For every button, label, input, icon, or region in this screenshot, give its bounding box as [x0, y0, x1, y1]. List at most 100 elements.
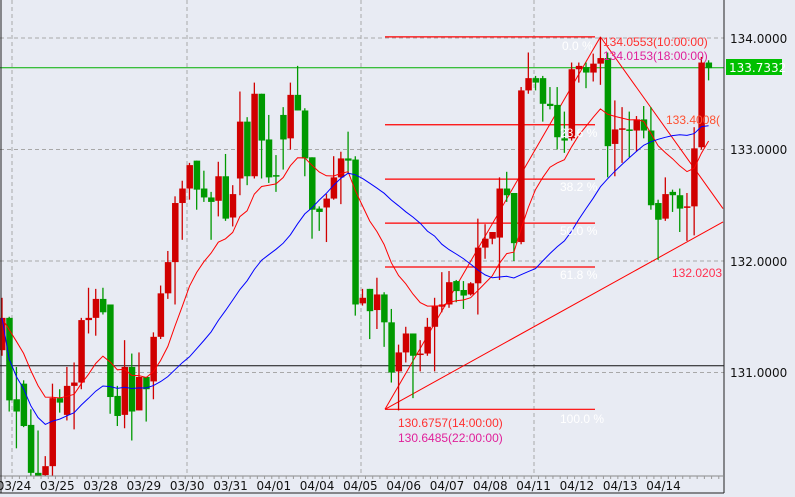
x-tick-label: 04/08 — [473, 479, 508, 493]
candle-body — [49, 398, 56, 467]
candle-body — [316, 208, 323, 212]
candle-body — [373, 294, 381, 311]
candle-body — [417, 353, 424, 356]
candle-body — [0, 317, 6, 351]
high-label-1: 134.0553(10:00:00) — [603, 35, 708, 49]
high-label-2: 134.0153(18:00:00) — [603, 49, 708, 63]
candle-body — [474, 247, 482, 284]
x-tick-label: 04/04 — [300, 479, 335, 493]
candle-body — [337, 158, 345, 178]
x-tick-label: 04/14 — [646, 479, 681, 493]
candle-body — [662, 194, 669, 219]
downtrend-label: 133.4008( — [666, 113, 720, 127]
candle-body — [265, 139, 273, 178]
candle-body — [647, 130, 655, 206]
candle-body — [453, 281, 460, 292]
candle-body — [114, 395, 121, 416]
trendline-fib-diagonal — [384, 36, 601, 410]
x-tick-label: 04/05 — [343, 479, 378, 493]
drawing-objects — [0, 36, 724, 410]
fib-label-61-8: 61.8 % — [560, 268, 598, 282]
y-tick-134: 134.0000 — [730, 32, 787, 46]
candle-body — [575, 65, 583, 70]
candle-body — [352, 159, 359, 305]
candle-body — [532, 78, 540, 83]
candle-body — [554, 104, 561, 138]
candle-body — [287, 94, 294, 139]
trendline-downtrend — [600, 36, 724, 209]
candle-body — [56, 398, 64, 403]
x-tick-label: 03/30 — [170, 479, 205, 493]
x-tick-label: 03/29 — [127, 479, 162, 493]
candle-body — [99, 298, 107, 313]
candle-body — [251, 93, 258, 177]
candle-body — [510, 192, 518, 244]
object-labels: 0.0 % 23.6 % 38.2 % 50.0 % 61.8 % 100.0 … — [398, 35, 722, 445]
ma-sma-26 — [1, 125, 709, 425]
ma-ema-13 — [1, 108, 710, 399]
moving-averages — [1, 108, 710, 425]
candle-body — [172, 203, 179, 263]
candle-body — [200, 188, 208, 198]
candle-body — [330, 177, 338, 199]
candle-body — [626, 129, 633, 131]
current-price-label: 133.7332 — [729, 61, 786, 75]
candle-body — [431, 305, 439, 327]
x-tick-label: 04/06 — [386, 479, 421, 493]
candles — [0, 36, 713, 477]
candle-body — [20, 383, 28, 427]
candle-body — [258, 93, 266, 141]
x-tick-label: 04/07 — [430, 479, 465, 493]
candle-body — [186, 165, 193, 189]
candle-body — [467, 283, 475, 295]
candle-body — [568, 69, 576, 139]
candle-body — [280, 114, 287, 140]
candle-body — [128, 366, 136, 412]
candle-body — [395, 352, 403, 372]
candle-body — [309, 157, 316, 210]
candle-body — [42, 466, 49, 476]
candle-body — [85, 317, 93, 321]
candle-body — [294, 94, 302, 111]
candle-body — [633, 119, 640, 131]
candle-body — [619, 128, 626, 130]
candle-body — [35, 472, 42, 477]
candle-body — [640, 119, 648, 131]
current-price-badge — [726, 59, 782, 75]
candle-body — [193, 160, 201, 190]
low-label-1: 130.6757(14:00:00) — [398, 416, 503, 430]
trendline-uptrend — [384, 221, 724, 410]
candle-body — [409, 333, 417, 356]
candle-body — [236, 121, 244, 179]
candle-body — [143, 376, 150, 390]
x-axis-labels: 03/24 03/25 03/28 03/29 03/30 03/31 04/01 04/04… — [0, 476, 720, 493]
candle-body — [655, 203, 662, 220]
x-tick-label: 04/01 — [257, 479, 292, 493]
candle-body — [150, 336, 157, 382]
candle-body — [683, 206, 691, 208]
candle-body — [590, 63, 597, 73]
candle-body — [489, 232, 496, 239]
candle-body — [503, 188, 511, 196]
candle-body — [525, 78, 532, 91]
candle-body — [78, 320, 85, 383]
candle-body — [482, 238, 489, 248]
candle-body — [669, 191, 677, 196]
candle-body — [424, 326, 431, 354]
candle-body — [583, 66, 590, 73]
candle-body — [446, 282, 453, 305]
candle-body — [157, 293, 165, 337]
candle-body — [272, 175, 280, 177]
x-tick-label: 04/11 — [516, 479, 551, 493]
candle-body — [518, 90, 525, 243]
grid — [0, 0, 724, 476]
candle-body — [63, 385, 71, 415]
x-tick-label: 03/28 — [83, 479, 118, 493]
x-tick-label: 03/31 — [213, 479, 248, 493]
fib-label-100: 100.0 % — [560, 412, 604, 426]
candle-body — [27, 424, 35, 473]
candle-body — [215, 176, 222, 201]
fib-label-50: 50.0 % — [560, 224, 598, 238]
